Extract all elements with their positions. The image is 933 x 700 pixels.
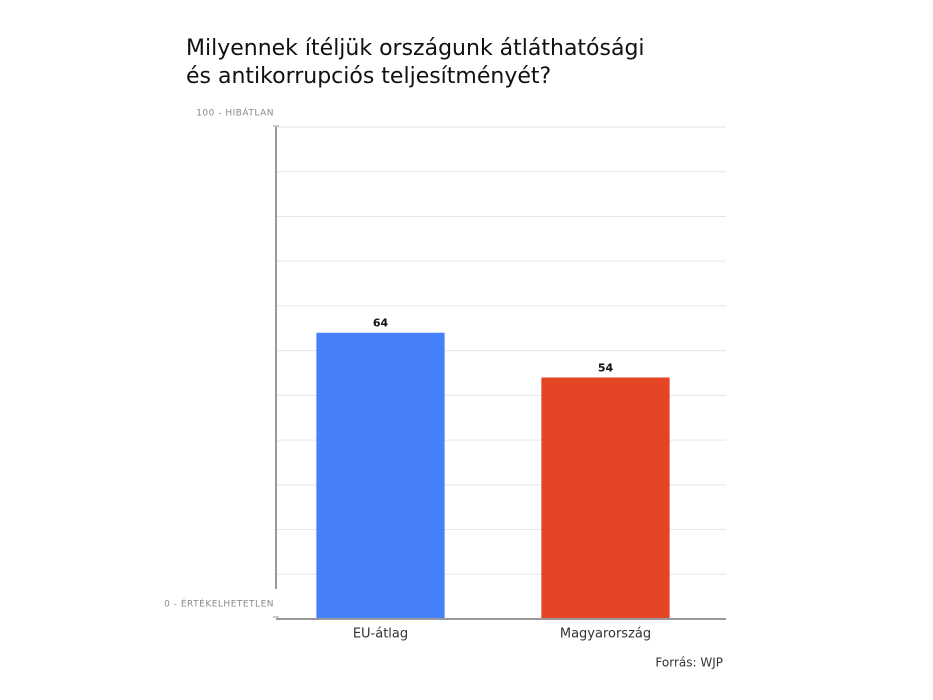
chart-title: Milyennek ítéljük országunk átláthatóság… bbox=[186, 36, 645, 61]
y-tick-label: 100 - HIBÁTLAN bbox=[196, 107, 274, 119]
value-label: 54 bbox=[598, 361, 614, 374]
bar bbox=[316, 332, 445, 619]
x-tick-label: EU-átlag bbox=[353, 627, 408, 642]
x-tick-label: Magyarország bbox=[560, 627, 651, 642]
value-label: 64 bbox=[373, 317, 389, 330]
source: Forrás: WJP bbox=[655, 656, 723, 670]
y-tick-label: 0 - ÉRTÉKELHETETLEN bbox=[164, 598, 274, 610]
chart-title: és antikorrupciós teljesítményét? bbox=[186, 64, 551, 89]
bar bbox=[541, 377, 670, 619]
